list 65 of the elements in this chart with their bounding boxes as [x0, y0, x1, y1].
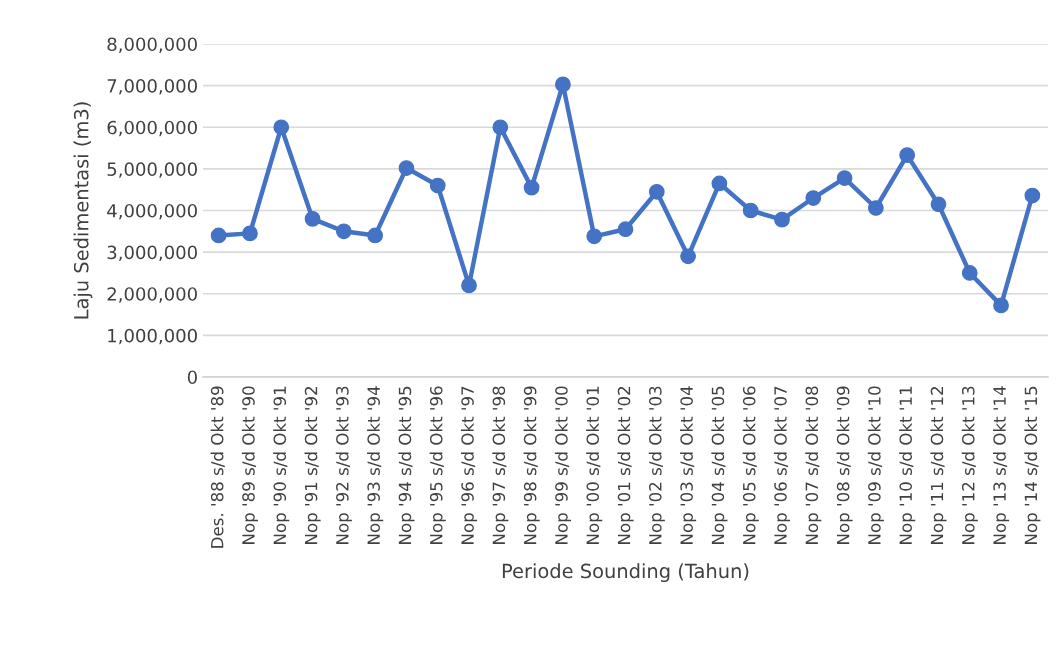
point [993, 297, 1009, 314]
x-tick-label: Nop '06 s/d Okt '07 [773, 386, 791, 544]
x-tick-label: Nop '09 s/d Okt '10 [867, 386, 884, 544]
point [836, 170, 853, 186]
y-tick-label: 7,000,000 [107, 79, 197, 95]
point [805, 190, 822, 206]
point [210, 227, 227, 244]
x-tick-label: Nop '92 s/d Okt '93 [335, 386, 352, 544]
x-tick-label: Nop '00 s/d Okt '01 [586, 386, 603, 544]
x-tick-label: Nop '91 s/d Okt '92 [304, 387, 321, 544]
x-tick-label: Nop '08 s/d Okt '09 [836, 386, 853, 544]
x-tick-label: Nop '89 s/d Okt '90 [241, 386, 259, 544]
x-tick-label: Nop '12 s/d Okt '13 [961, 386, 978, 544]
x-tick-label: Nop '14 s/d Okt '15 [1024, 386, 1041, 544]
point [335, 223, 352, 240]
point [429, 177, 446, 194]
x-axis-title: Periode Sounding (Tahun) [502, 563, 749, 583]
point [273, 119, 290, 136]
point [461, 277, 477, 294]
point [492, 119, 509, 136]
x-tick-label: Nop '07 s/d Okt '08 [805, 386, 822, 544]
x-tick-label: Nop '96 s/d Okt '97 [460, 386, 478, 544]
x-tick-label: Nop '13 s/d Okt '14 [992, 386, 1010, 544]
point [680, 248, 696, 265]
x-tick-label: Nop '93 s/d Okt '94 [367, 386, 384, 544]
point [1024, 187, 1041, 204]
y-tick-label: 4,000,000 [107, 203, 197, 220]
x-tick-label: Nop '11 s/d Okt '12 [930, 387, 947, 544]
point [242, 225, 258, 242]
y-tick-label: 8,000,000 [107, 37, 197, 53]
x-tick-label: Nop '98 s/d Okt '99 [523, 386, 540, 544]
x-tick-label: Des. '88 s/d Okt '89 [210, 386, 225, 548]
x-tick-label: Nop '95 s/d Okt '96 [429, 386, 446, 544]
point [617, 221, 634, 238]
point [961, 265, 978, 281]
point [586, 228, 603, 245]
point [930, 196, 947, 213]
y-tick-label: 0 [187, 370, 197, 385]
point [899, 147, 916, 164]
x-tick-label: Nop '05 s/d Okt '06 [742, 386, 759, 544]
y-tick-label: 2,000,000 [107, 287, 197, 303]
x-tick-label: Nop '02 s/d Okt '03 [648, 386, 665, 544]
point [398, 160, 415, 176]
point [304, 210, 321, 227]
y-tick-label: 3,000,000 [107, 245, 197, 262]
point [742, 202, 759, 219]
point [555, 76, 571, 93]
point [367, 227, 383, 244]
x-tick-label: Nop '94 s/d Okt '95 [398, 386, 415, 544]
x-tick-label: Nop '99 s/d Okt '00 [554, 386, 571, 544]
x-tick-label: Nop '04 s/d Okt '05 [711, 386, 728, 544]
point [648, 183, 665, 200]
point [774, 211, 790, 228]
point [523, 179, 540, 196]
point [868, 200, 884, 216]
x-tick-label: Nop '97 s/d Okt '98 [492, 386, 509, 544]
y-tick-label: 5,000,000 [107, 162, 197, 178]
x-tick-label: Nop '03 s/d Okt '04 [680, 386, 697, 544]
x-tick-label: Nop '90 s/d Okt '91 [273, 386, 290, 544]
y-tick-label: 6,000,000 [107, 120, 197, 137]
x-tick-label: Nop '01 s/d Okt '02 [617, 387, 634, 544]
point [711, 175, 728, 192]
x-tick-label: Nop '10 s/d Okt '11 [899, 386, 916, 544]
y-tick-label: 1,000,000 [108, 328, 197, 345]
y-axis-title: Laju Sedimentasi (m3) [73, 102, 93, 319]
